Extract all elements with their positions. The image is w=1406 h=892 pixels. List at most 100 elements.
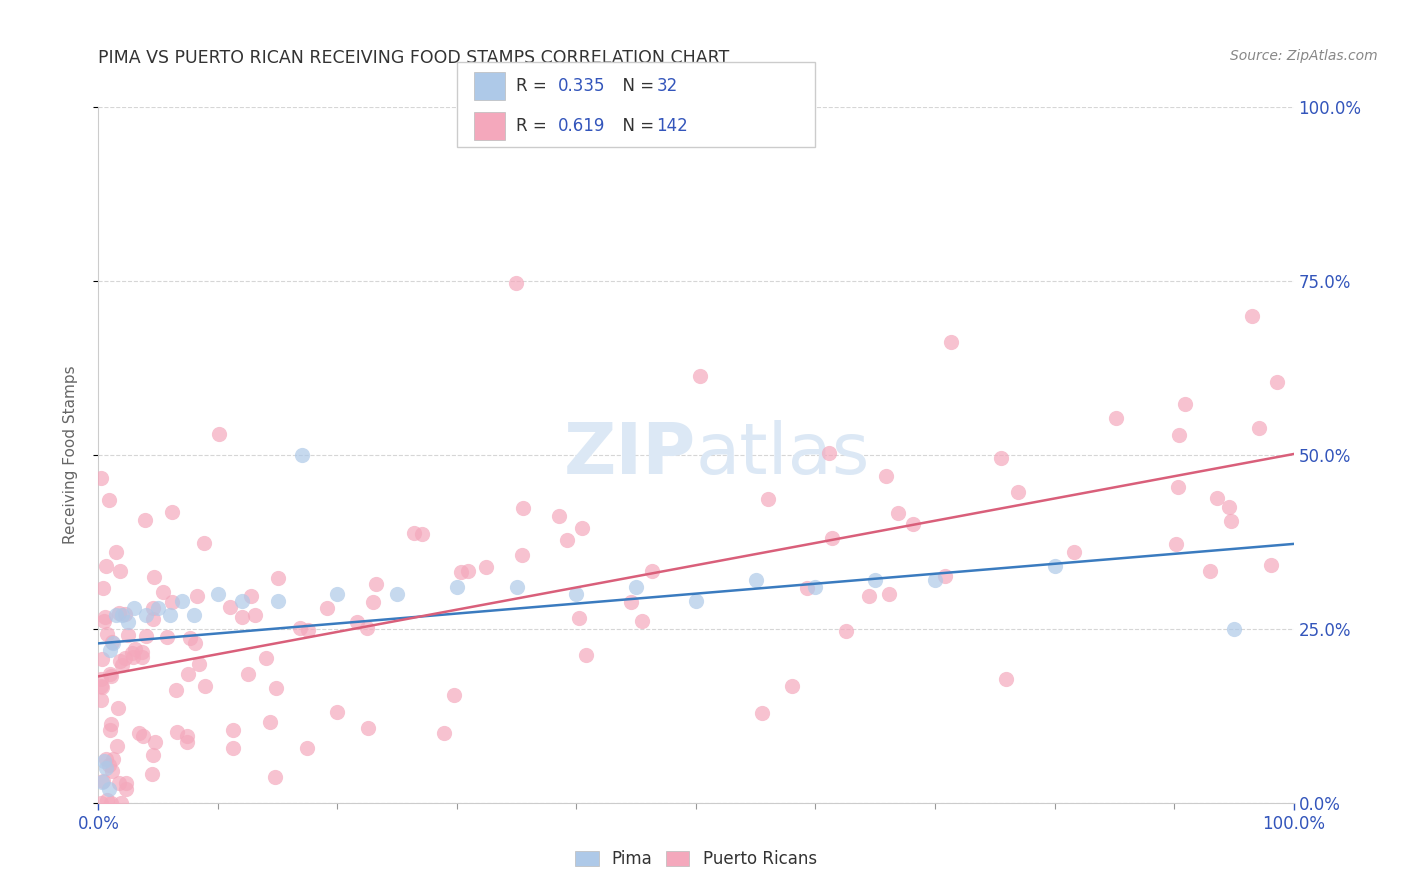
Point (505, 276, 527, 290)
Point (782, 679, 804, 693)
Point (100, 764, 122, 778)
Point (1166, 536, 1188, 550)
Point (346, 615, 368, 629)
Point (254, 651, 277, 665)
Point (821, 531, 844, 545)
Text: 0.335: 0.335 (558, 78, 606, 95)
Text: N =: N = (612, 78, 659, 95)
Point (188, 657, 211, 671)
Point (135, 629, 157, 643)
Text: R =: R = (516, 78, 553, 95)
Point (100, 635, 122, 649)
Text: atlas: atlas (696, 420, 870, 490)
Point (165, 683, 187, 698)
Point (131, 645, 153, 659)
Point (124, 601, 146, 615)
Point (877, 586, 900, 600)
Point (101, 636, 124, 650)
Point (510, 549, 533, 563)
Point (132, 729, 155, 743)
Point (143, 735, 166, 749)
Point (96, 793, 118, 807)
Point (148, 601, 170, 615)
Point (858, 589, 880, 603)
Point (1007, 485, 1029, 500)
Point (111, 607, 134, 622)
Point (290, 448, 312, 462)
Point (124, 641, 146, 656)
Point (97, 492, 120, 507)
Point (207, 427, 229, 442)
Point (555, 533, 578, 548)
Point (160, 595, 183, 609)
Point (222, 723, 245, 738)
Point (172, 594, 194, 608)
Point (128, 726, 150, 740)
Point (91, 651, 114, 665)
Text: ZIP: ZIP (564, 420, 696, 490)
Point (108, 606, 131, 620)
Point (98, 642, 122, 657)
Point (152, 584, 174, 599)
Point (990, 451, 1012, 466)
Point (626, 580, 648, 594)
Point (475, 560, 498, 574)
Point (91, 775, 114, 789)
Point (90, 693, 112, 707)
Point (100, 796, 122, 810)
Point (186, 590, 208, 604)
Point (100, 666, 122, 681)
Point (443, 688, 465, 702)
Point (357, 721, 380, 735)
Point (100, 717, 122, 731)
Point (259, 715, 281, 730)
Point (863, 573, 887, 587)
Point (685, 594, 707, 608)
Point (114, 650, 136, 665)
Point (934, 569, 956, 583)
Point (243, 607, 266, 622)
Point (1167, 427, 1189, 442)
Point (1260, 558, 1282, 572)
Point (875, 469, 897, 483)
Point (326, 706, 349, 720)
Point (994, 672, 1017, 686)
Point (207, 587, 229, 601)
Point (115, 782, 138, 797)
Point (288, 621, 311, 635)
Point (117, 628, 139, 642)
Text: 142: 142 (657, 117, 689, 135)
Point (817, 446, 839, 460)
Point (641, 565, 664, 579)
Point (91, 680, 114, 694)
Point (105, 544, 128, 558)
Point (316, 601, 339, 615)
Point (142, 748, 165, 763)
Point (1265, 375, 1288, 389)
Point (756, 491, 779, 506)
Point (91, 581, 114, 595)
Point (1205, 491, 1227, 505)
Point (450, 565, 472, 579)
Point (264, 770, 287, 784)
Point (1199, 564, 1222, 578)
Point (1167, 480, 1189, 494)
Point (96, 558, 118, 573)
Legend: Pima, Puerto Ricans: Pima, Puerto Ricans (568, 843, 824, 874)
Point (446, 580, 468, 594)
Point (121, 646, 143, 660)
Point (1249, 420, 1271, 434)
Text: R =: R = (516, 117, 553, 135)
Point (114, 775, 136, 789)
Point (194, 679, 217, 693)
Point (97, 758, 120, 772)
Point (108, 776, 131, 790)
Point (568, 611, 591, 625)
Point (96, 627, 118, 641)
Point (90, 796, 112, 810)
Point (101, 751, 124, 765)
Y-axis label: Receiving Food Stamps: Receiving Food Stamps (63, 366, 77, 544)
Point (1220, 515, 1243, 529)
Point (142, 601, 165, 615)
Point (751, 706, 773, 720)
